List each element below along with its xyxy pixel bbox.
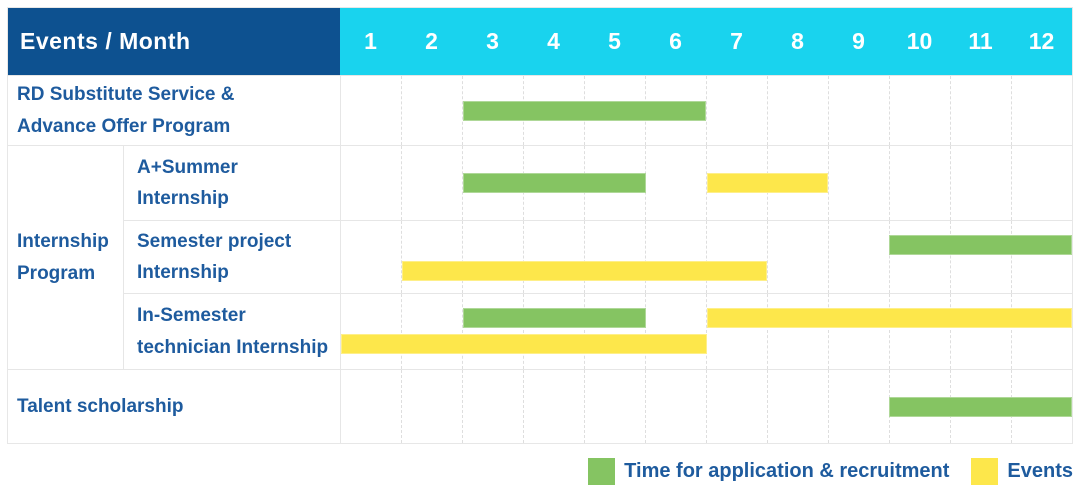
month-grid-column: [341, 294, 401, 369]
month-grid-column: [462, 221, 523, 293]
month-grid-column: [828, 76, 889, 145]
month-grid-column: [462, 294, 523, 369]
row-label-rd-substitute-service: RD Substitute Service & Advance Offer Pr…: [8, 75, 340, 145]
month-grid-column: [950, 221, 1011, 293]
event-bar: [401, 261, 768, 281]
month-grid-column: [341, 76, 401, 145]
month-grid-column: [706, 76, 767, 145]
month-header-2: 2: [425, 28, 438, 54]
month-grid-column: [767, 370, 828, 443]
month-grid-column: [767, 76, 828, 145]
month-grid-column: [706, 221, 767, 293]
row-label-a-plus-summer-internship: A+Summer Internship: [123, 145, 340, 220]
events-month-table: Events / Month 1 2 3 4 5 6 7 8 9 10 11 12 RD Substi…: [7, 7, 1073, 444]
month-grid-column: [401, 294, 462, 369]
month-grid-column: [401, 146, 462, 220]
month-grid-column: [889, 146, 950, 220]
month-grid-column: [889, 294, 950, 369]
month-header-3: 3: [486, 28, 499, 54]
month-grid-column: [523, 294, 584, 369]
row-label-talent-scholarship: Talent scholarship: [8, 369, 340, 443]
row-label-in-semester-technician-internship: In-Semester technician Internship: [123, 293, 340, 369]
month-grid-column: [341, 146, 401, 220]
application-recruitment-bar: [462, 173, 646, 193]
month-grid-column: [584, 294, 645, 369]
month-header-12: 12: [1028, 28, 1055, 54]
month-grid-column: [828, 294, 889, 369]
month-grid-column: [462, 76, 523, 145]
month-header-7: 7: [730, 28, 743, 54]
legend-events-swatch: [971, 458, 999, 485]
row-chart-semester-project-internship: [340, 220, 1072, 293]
month-grid-column: [767, 221, 828, 293]
month-header-row: 1 2 3 4 5 6 7 8 9 10 11 12: [340, 8, 1072, 75]
month-grid-column: [1011, 221, 1072, 293]
month-grid-column: [828, 146, 889, 220]
month-grid-column: [950, 76, 1011, 145]
group-label-internship-program: Internship Program: [8, 145, 123, 369]
month-header-9: 9: [852, 28, 865, 54]
event-bar: [706, 308, 1072, 328]
month-grid-column: [828, 370, 889, 443]
month-grid-column: [1011, 294, 1072, 369]
legend-events-label: Events: [1007, 460, 1073, 482]
month-header-6: 6: [669, 28, 682, 54]
month-grid-column: [341, 370, 401, 443]
month-grid-column: [401, 370, 462, 443]
table-title: Events / Month: [8, 8, 340, 75]
row-chart-rd-substitute-service: [340, 75, 1072, 145]
table-title-label: Events / Month: [20, 28, 191, 54]
month-grid-column: [645, 221, 706, 293]
month-header-8: 8: [791, 28, 804, 54]
event-bar: [341, 334, 707, 354]
row-label-semester-project-internship: Semester project Internship: [123, 220, 340, 293]
month-grid-column: [950, 294, 1011, 369]
legend-application-swatch: [588, 458, 616, 485]
month-grid-column: [584, 221, 645, 293]
month-grid-column: [828, 221, 889, 293]
legend-application-label: Time for application & recruitment: [624, 460, 950, 482]
application-recruitment-bar: [889, 235, 1072, 255]
month-grid-column: [889, 76, 950, 145]
month-grid-column: [401, 221, 462, 293]
month-grid-column: [645, 370, 706, 443]
row-chart-a-plus-summer-internship: [340, 145, 1072, 220]
application-recruitment-bar: [462, 308, 646, 328]
month-header-11: 11: [968, 28, 993, 54]
month-grid-column: [462, 146, 523, 220]
month-grid-column: [706, 294, 767, 369]
month-header-5: 5: [608, 28, 621, 54]
month-grid-column: [767, 294, 828, 369]
row-chart-talent-scholarship: [340, 369, 1072, 443]
month-grid-column: [401, 76, 462, 145]
month-header-1: 1: [364, 28, 377, 54]
row-chart-in-semester-technician-internship: [340, 293, 1072, 369]
month-grid-column: [645, 146, 706, 220]
month-grid-column: [1011, 76, 1072, 145]
month-grid-column: [341, 221, 401, 293]
application-recruitment-bar: [889, 396, 1072, 417]
month-grid-column: [889, 221, 950, 293]
month-grid-column: [584, 370, 645, 443]
month-grid-column: [645, 294, 706, 369]
month-grid-column: [462, 370, 523, 443]
application-recruitment-bar: [462, 100, 707, 121]
month-grid-column: [523, 221, 584, 293]
month-grid-column: [706, 370, 767, 443]
month-header-10: 10: [906, 28, 933, 54]
month-grid-column: [1011, 146, 1072, 220]
event-bar: [706, 173, 829, 193]
month-grid-column: [950, 146, 1011, 220]
legend: Time for application & recruitment Event…: [588, 458, 1073, 485]
month-grid-column: [523, 370, 584, 443]
month-header-4: 4: [547, 28, 560, 54]
